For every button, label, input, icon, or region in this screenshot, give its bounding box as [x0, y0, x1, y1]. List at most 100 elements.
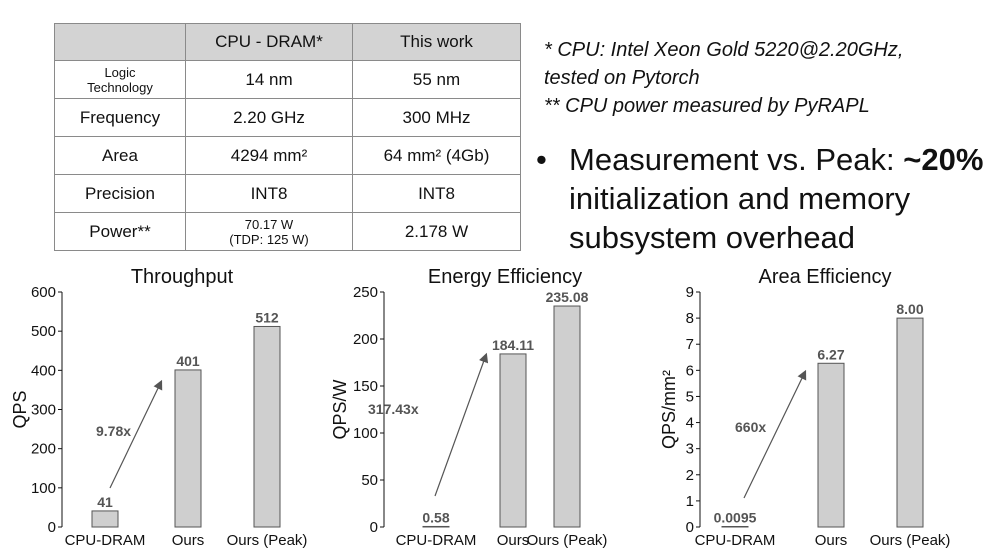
bar — [174, 369, 202, 528]
cell-ours: 300 MHz — [352, 98, 521, 137]
ratio-arrow — [434, 352, 489, 497]
bullet-line-text: Measurement vs. Peak: — [569, 142, 904, 177]
x-tick-label: Ours (Peak) — [227, 532, 308, 549]
y-tick-label: 7 — [686, 336, 694, 353]
cell-line: (TDP: 125 W) — [229, 231, 309, 247]
data-label: 0.58 — [422, 509, 449, 525]
y-tick-label: 0 — [370, 519, 378, 536]
y-tick-label: 300 — [31, 402, 56, 419]
x-tick-label: Ours — [172, 532, 205, 549]
y-tick-label: 4 — [686, 415, 694, 432]
ratio-arrow — [743, 369, 807, 499]
data-label: 41 — [97, 494, 113, 510]
y-tick-label: 100 — [353, 425, 378, 442]
comparison-table: CPU - DRAM* This work Logic Technology 1… — [54, 23, 521, 251]
chart-title: Throughput — [131, 266, 234, 288]
data-label: 512 — [255, 309, 279, 325]
table-header-cpu: CPU - DRAM* — [185, 23, 353, 61]
data-label: 184.11 — [492, 337, 534, 353]
y-tick-label: 8 — [686, 310, 694, 327]
x-tick-label: Ours (Peak) — [870, 532, 951, 549]
y-tick-label: 0 — [686, 519, 694, 536]
row-label-line: Technology — [87, 79, 153, 95]
y-axis-label: QPS — [10, 390, 30, 428]
energy-efficiency-chart: Energy Efficiency QPS/W 0 50 100 150 200 250 0.5… — [330, 266, 608, 549]
x-tick-label: Ours (Peak) — [527, 532, 608, 549]
x-tick-label: CPU-DRAM — [396, 532, 477, 549]
data-label: 0.0095 — [714, 510, 757, 526]
cell-ours: 2.178 W — [352, 212, 521, 251]
cell-ours: 64 mm² (4Gb) — [352, 136, 521, 175]
row-label-power: Power** — [54, 212, 186, 251]
cell-ours: INT8 — [352, 174, 521, 213]
y-tick-label: 250 — [353, 284, 378, 301]
cell-cpu: INT8 — [185, 174, 353, 213]
y-tick-label: 2 — [686, 467, 694, 484]
row-label-precision: Precision — [54, 174, 186, 213]
row-label-line: Logic — [104, 64, 136, 80]
bar — [896, 317, 924, 528]
y-tick-label: 0 — [48, 519, 56, 536]
footnote-line: tested on Pytorch — [544, 67, 700, 89]
data-label: 8.00 — [896, 301, 923, 317]
row-label-frequency: Frequency — [54, 98, 186, 137]
cell-cpu: 4294 mm² — [185, 136, 353, 175]
y-tick-label: 100 — [31, 480, 56, 497]
bar — [817, 362, 845, 528]
data-label: 235.08 — [546, 289, 589, 305]
bar — [91, 510, 119, 528]
y-tick-label: 150 — [353, 378, 378, 395]
table-row: Power** 70.17 W (TDP: 125 W) 2.178 W — [54, 212, 521, 251]
y-tick-label: 3 — [686, 441, 694, 458]
x-tick-label: Ours — [815, 532, 848, 549]
y-axis-label: QPS/W — [330, 379, 350, 439]
data-label: 401 — [176, 353, 200, 369]
ratio-annotation: 660x — [735, 419, 766, 435]
chart-title: Energy Efficiency — [428, 266, 582, 288]
y-tick-label: 50 — [361, 472, 378, 489]
bar — [553, 305, 581, 528]
bullet-line: initialization and memory — [569, 181, 911, 216]
x-tick-label: CPU-DRAM — [695, 532, 776, 549]
table-row: Frequency 2.20 GHz 300 MHz — [54, 98, 521, 137]
bullet-text: Measurement vs. Peak: ~20% initializatio… — [569, 140, 983, 257]
y-tick-label: 200 — [353, 331, 378, 348]
cell-cpu: 14 nm — [185, 60, 353, 99]
y-tick-label: 500 — [31, 323, 56, 340]
footnote-line: ** CPU power measured by PyRAPL — [544, 95, 870, 117]
throughput-chart: Throughput QPS 0 100 200 300 400 500 600 41 CPU-DR… — [10, 266, 308, 549]
chart-title: Area Efficiency — [758, 266, 891, 288]
y-tick-label: 400 — [31, 362, 56, 379]
bar — [253, 325, 281, 528]
table-row: Logic Technology 14 nm 55 nm — [54, 60, 521, 99]
bar — [422, 525, 450, 528]
x-tick-label: CPU-DRAM — [65, 532, 146, 549]
table-header-row: CPU - DRAM* This work — [54, 23, 521, 61]
y-tick-label: 6 — [686, 362, 694, 379]
cell-cpu: 70.17 W (TDP: 125 W) — [185, 212, 353, 251]
table-header-ours: This work — [352, 23, 521, 61]
bar — [721, 526, 749, 528]
cell-cpu: 2.20 GHz — [185, 98, 353, 137]
row-label-logic-technology: Logic Technology — [54, 60, 186, 99]
area-efficiency-chart: Area Efficiency QPS/mm² 0 1 2 3 4 5 6 7 8 9 0.0095 CP… — [659, 266, 951, 549]
footnotes: * CPU: Intel Xeon Gold 5220@2.20GHz, tes… — [544, 36, 903, 120]
table-header-empty — [54, 23, 186, 61]
row-label-area: Area — [54, 136, 186, 175]
data-label: 6.27 — [817, 346, 844, 362]
y-tick-label: 1 — [686, 493, 694, 510]
table-row: Area 4294 mm² 64 mm² (4Gb) — [54, 136, 521, 175]
table-row: Precision INT8 INT8 — [54, 174, 521, 213]
x-tick-label: Ours — [497, 532, 530, 549]
ratio-annotation: 317.43x — [368, 401, 419, 417]
ratio-annotation: 9.78x — [96, 423, 131, 439]
bullet-line: subsystem overhead — [569, 220, 856, 255]
bar — [499, 353, 527, 528]
y-tick-label: 9 — [686, 284, 694, 301]
y-axis-label: QPS/mm² — [659, 370, 679, 449]
cell-line: 70.17 W — [244, 216, 294, 232]
ratio-arrow — [109, 379, 163, 489]
y-tick-label: 200 — [31, 441, 56, 458]
bullet-emphasis: ~20% — [903, 142, 984, 177]
y-tick-label: 600 — [31, 284, 56, 301]
